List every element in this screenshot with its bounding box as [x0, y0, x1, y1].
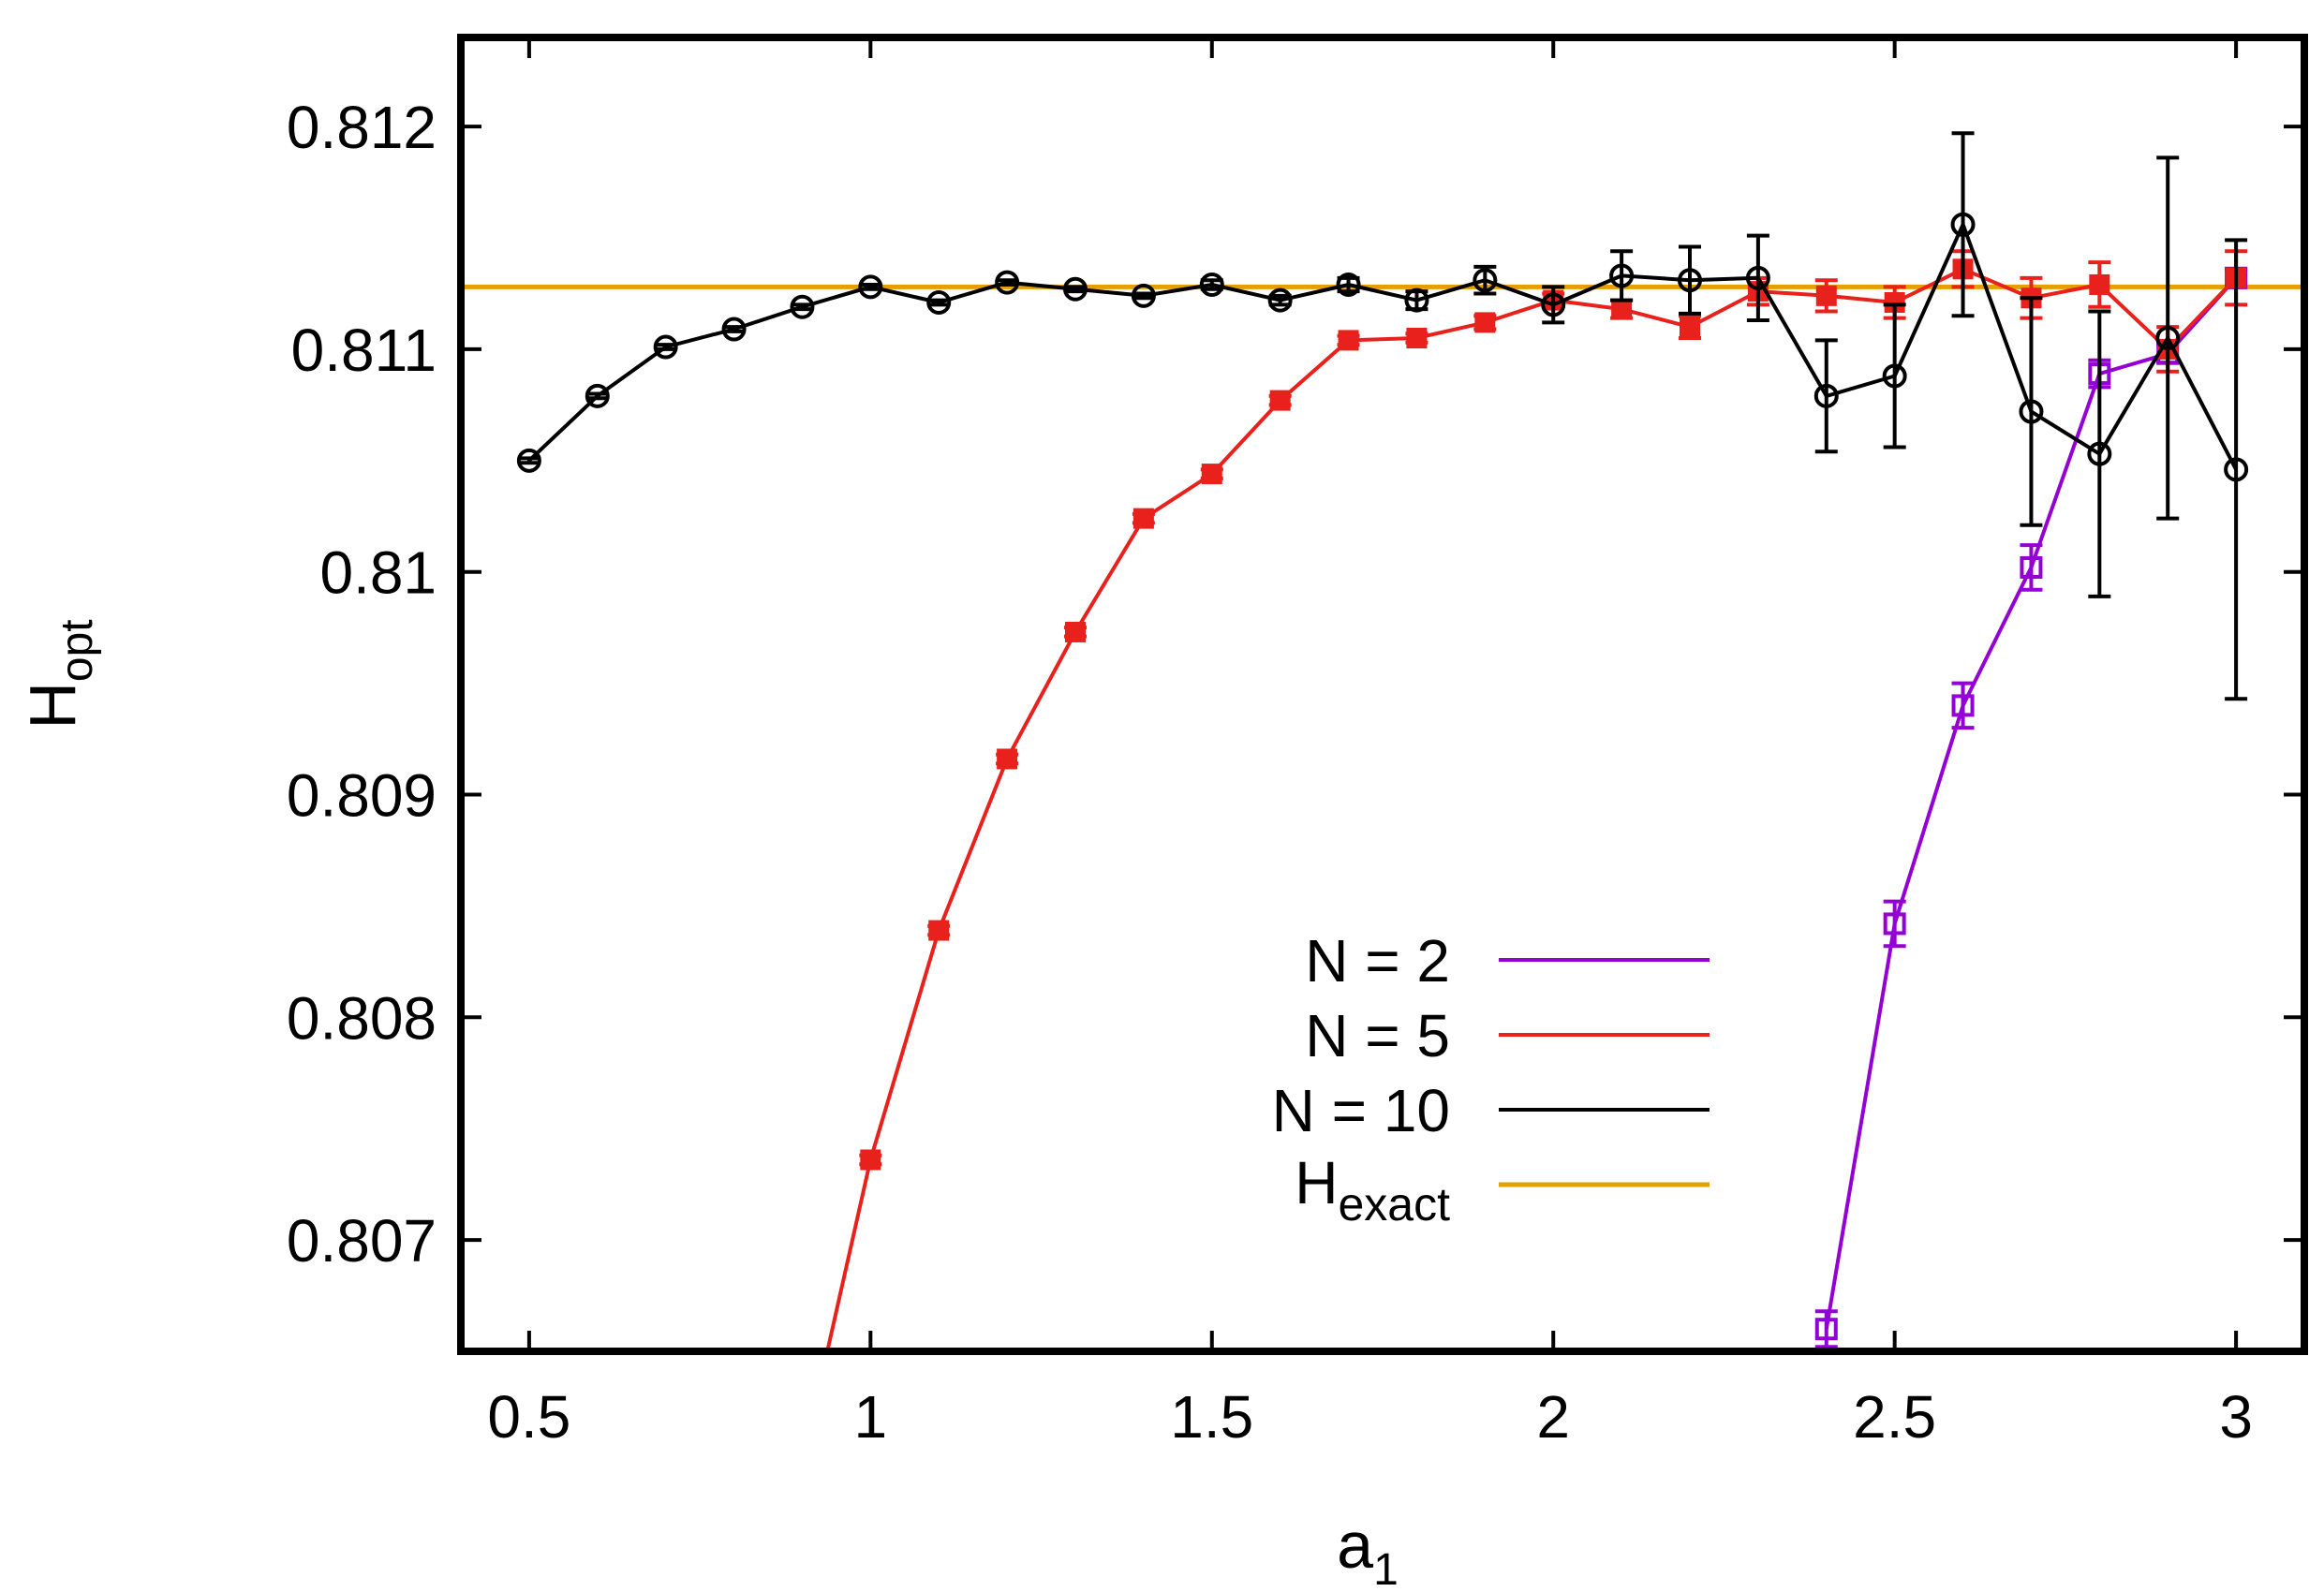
data-point	[1199, 272, 1224, 297]
series-2	[516, 131, 2249, 701]
data-point	[1336, 272, 1361, 297]
data-point	[585, 383, 610, 408]
plot-frame	[457, 34, 2308, 1355]
y-tick-label: 0.808	[287, 984, 437, 1052]
data-point	[1813, 383, 1839, 408]
data-point	[1678, 268, 1702, 293]
legend-label-hexact-main: H	[1295, 1149, 1338, 1216]
y-axis-title-main: H	[16, 682, 89, 730]
x-tick-label: 2	[1536, 1383, 1570, 1451]
data-point	[1609, 263, 1635, 288]
data-point	[1132, 508, 1154, 529]
data-point	[1541, 292, 1566, 317]
data-point	[1404, 287, 1429, 313]
x-axis-title: a1	[1337, 1509, 1399, 1592]
data-point	[926, 289, 952, 315]
data-point	[1065, 621, 1086, 642]
data-point	[1474, 312, 1496, 333]
data-point	[1745, 265, 1770, 290]
data-point	[1883, 912, 1906, 936]
legend-label-hexact-sub: exact	[1338, 1178, 1450, 1231]
data-point	[1884, 291, 1905, 313]
data-point	[2224, 457, 2249, 482]
data-point	[1950, 212, 1976, 237]
data-point	[1882, 363, 1907, 389]
legend-label-n10: N = 10	[1272, 1077, 1450, 1144]
y-tick-label: 0.811	[291, 317, 437, 384]
y-axis-title: Hopt	[16, 619, 102, 729]
data-point	[1406, 328, 1428, 349]
data-point	[858, 274, 883, 300]
legend-entry-n5: N = 5	[1305, 1002, 1710, 1069]
y-tick-label: 0.807	[287, 1207, 437, 1275]
y-tick-label: 0.809	[287, 762, 437, 830]
x-tick-label: 1	[854, 1383, 888, 1451]
data-point	[1815, 285, 1837, 306]
data-point	[997, 748, 1018, 770]
data-point	[1611, 299, 1633, 320]
data-point	[1269, 390, 1291, 411]
legend-label-hexact: Hexact	[1295, 1149, 1450, 1231]
y-axis-title-sub: opt	[52, 619, 102, 682]
data-point	[2019, 399, 2044, 424]
data-point	[2155, 326, 2181, 351]
series-layer	[461, 131, 2304, 1351]
x-tick-label: 2.5	[1853, 1383, 1936, 1451]
x-axis-title-sub: 1	[1373, 1545, 1399, 1592]
data-point	[2089, 273, 2110, 295]
data-point	[516, 448, 541, 473]
data-point	[1201, 464, 1222, 485]
data-point	[1338, 330, 1359, 351]
data-point	[1680, 317, 1700, 338]
legend: N = 2 N = 5 N = 10 Hexact	[1272, 927, 1710, 1231]
data-point	[790, 294, 815, 319]
x-tick-label: 3	[2219, 1383, 2253, 1451]
tick-layer: 0.5 1 1.5 2 2.5 3 0.807 0.808 0.809 0.81 0.811 0.81…	[287, 37, 2304, 1451]
y-tick-label: 0.812	[287, 94, 437, 161]
data-point	[1473, 268, 1498, 293]
data-point	[928, 920, 950, 941]
data-point	[1131, 283, 1156, 308]
legend-entry-hexact: Hexact	[1295, 1149, 1710, 1231]
y-tick-label: 0.81	[319, 539, 437, 607]
x-axis-title-main: a	[1337, 1509, 1373, 1582]
data-point	[653, 334, 678, 360]
data-point	[721, 317, 747, 342]
data-point	[1951, 694, 1975, 717]
series-1	[825, 249, 2248, 1351]
data-point	[860, 1149, 881, 1171]
data-point	[995, 270, 1020, 295]
data-point	[2020, 555, 2043, 579]
x-tick-label: 0.5	[487, 1383, 570, 1451]
data-point	[2087, 441, 2112, 466]
legend-entry-n10: N = 10	[1272, 1077, 1710, 1144]
x-tick-label: 1.5	[1170, 1383, 1253, 1451]
data-point	[1063, 276, 1088, 302]
legend-entry-n2: N = 2	[1305, 927, 1710, 995]
legend-label-n5: N = 5	[1305, 1002, 1450, 1069]
data-point	[1814, 1318, 1838, 1341]
legend-label-n2: N = 2	[1305, 927, 1450, 995]
data-point	[1267, 287, 1293, 313]
